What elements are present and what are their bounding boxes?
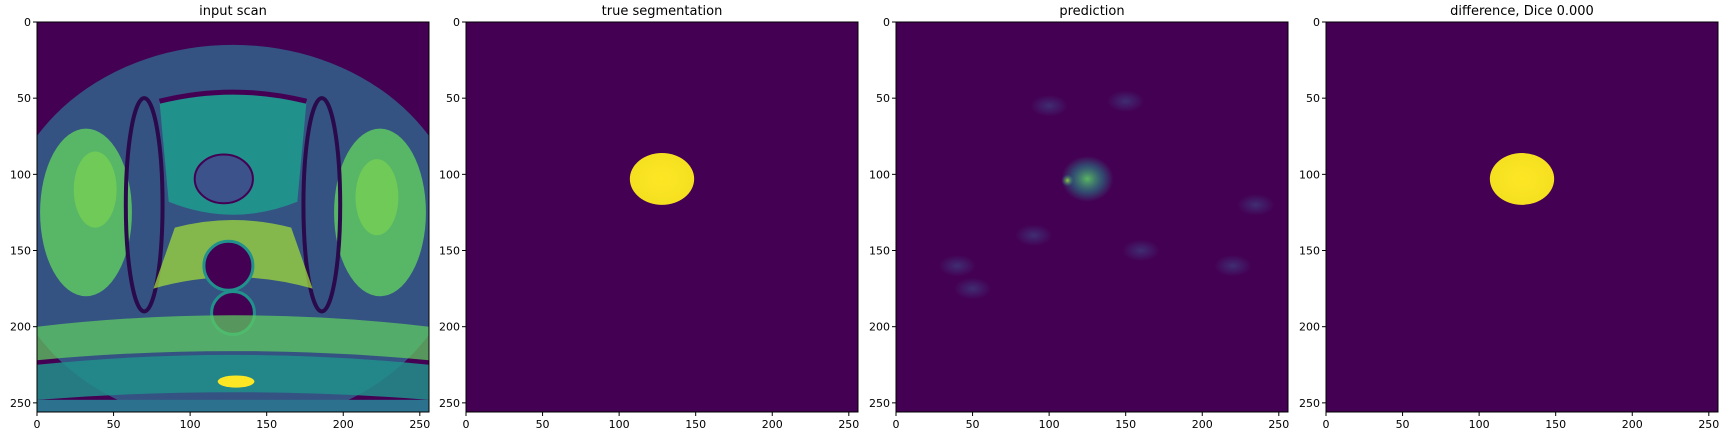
x-tick-label: 150 — [1545, 418, 1566, 431]
panel-title: true segmentation — [602, 4, 723, 19]
y-tick-label: 50 — [876, 92, 890, 105]
y-tick-label: 0 — [883, 16, 890, 29]
x-tick-label: 150 — [685, 418, 706, 431]
y-tick-label: 150 — [10, 245, 31, 258]
image-area — [1326, 22, 1718, 412]
axes-frame — [465, 21, 859, 413]
x-tick-label: 100 — [609, 418, 630, 431]
y-tick-label: 200 — [10, 321, 31, 334]
x-tick-label: 150 — [1115, 418, 1136, 431]
y-tick-label: 250 — [10, 397, 31, 410]
y-tick-label: 150 — [1299, 245, 1320, 258]
x-tick-label: 0 — [893, 418, 900, 431]
y-tick-label: 100 — [869, 168, 890, 181]
x-tick-label: 50 — [107, 418, 121, 431]
x-tick-label: 0 — [34, 418, 41, 431]
x-tick-label: 0 — [1323, 418, 1330, 431]
y-tick-label: 200 — [869, 321, 890, 334]
y-tick-label: 0 — [453, 16, 460, 29]
y-tick-label: 100 — [1299, 168, 1320, 181]
panel-title: difference, Dice 0.000 — [1450, 4, 1594, 19]
x-tick-label: 100 — [1469, 418, 1490, 431]
mri-scan-image — [37, 44, 429, 412]
y-tick-label: 200 — [1299, 321, 1320, 334]
segmentation-blob — [1489, 153, 1555, 205]
x-tick-label: 50 — [536, 418, 550, 431]
x-tick-label: 0 — [463, 418, 470, 431]
axes-frame — [895, 21, 1289, 413]
panel-title: prediction — [1059, 4, 1124, 19]
y-tick-label: 150 — [869, 245, 890, 258]
segmentation-blob — [629, 153, 695, 205]
y-tick-label: 100 — [10, 168, 31, 181]
image-area — [466, 22, 858, 412]
x-tick-label: 50 — [966, 418, 980, 431]
y-tick-label: 250 — [869, 397, 890, 410]
y-tick-label: 150 — [439, 245, 460, 258]
x-tick-label: 250 — [1698, 418, 1719, 431]
y-tick-label: 250 — [439, 397, 460, 410]
prediction-heatmap — [938, 90, 1275, 300]
x-tick-label: 150 — [256, 418, 277, 431]
x-tick-label: 50 — [1396, 418, 1410, 431]
x-tick-label: 250 — [838, 418, 859, 431]
y-tick-label: 0 — [1313, 16, 1320, 29]
x-tick-label: 200 — [762, 418, 783, 431]
axes-frame — [36, 21, 430, 413]
y-tick-label: 50 — [446, 92, 460, 105]
axes-frame — [1325, 21, 1719, 413]
panel-title: input scan — [199, 4, 267, 19]
x-tick-label: 100 — [180, 418, 201, 431]
x-tick-label: 200 — [1622, 418, 1643, 431]
image-area — [896, 22, 1288, 412]
x-tick-label: 250 — [1268, 418, 1289, 431]
x-tick-label: 100 — [1039, 418, 1060, 431]
y-tick-label: 50 — [17, 92, 31, 105]
y-tick-label: 100 — [439, 168, 460, 181]
y-tick-label: 200 — [439, 321, 460, 334]
x-tick-label: 200 — [1192, 418, 1213, 431]
x-tick-label: 250 — [409, 418, 430, 431]
y-tick-label: 0 — [24, 16, 31, 29]
x-tick-label: 200 — [333, 418, 354, 431]
y-tick-label: 250 — [1299, 397, 1320, 410]
y-tick-label: 50 — [1306, 92, 1320, 105]
